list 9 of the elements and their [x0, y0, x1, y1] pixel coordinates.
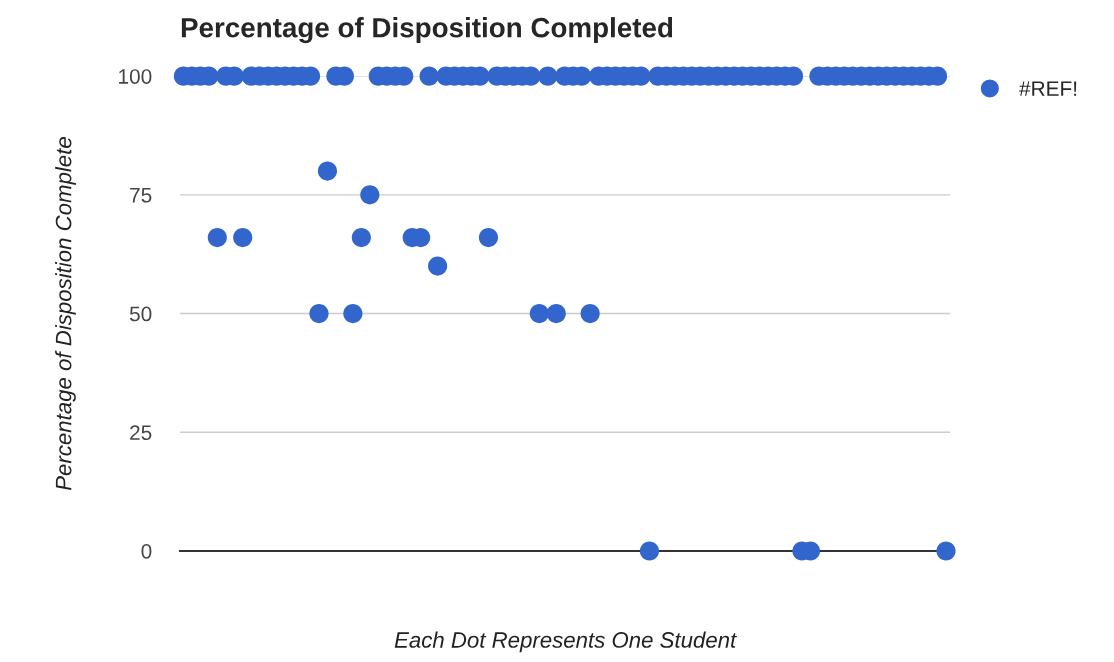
y-tick-label: 100	[119, 69, 152, 84]
y-tick-label: 75	[130, 188, 152, 203]
y-tick-label: 25	[130, 425, 152, 441]
y-tick-label: 50	[129, 306, 152, 322]
y-tick-label: 0	[141, 543, 152, 559]
chart-title: Percentage of Disposition Completed	[181, 17, 673, 44]
legend-label: #REF!	[1019, 81, 1077, 96]
x-axis-title: Each Dot Represents One Student	[394, 631, 737, 653]
y-axis-title: Percentage of Disposition Complete	[55, 137, 76, 491]
